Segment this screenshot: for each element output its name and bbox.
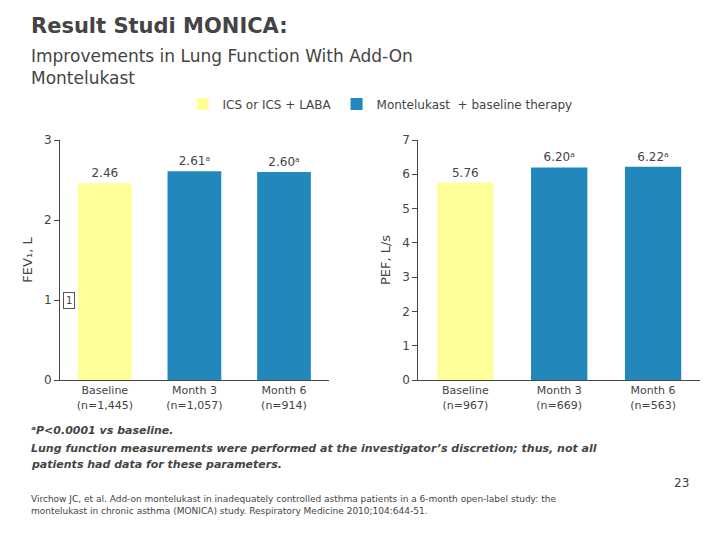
svg-text:0: 0 [402,373,410,387]
svg-text:5: 5 [402,202,410,216]
svg-text:2: 2 [402,305,410,319]
svg-text:3: 3 [402,270,410,284]
svg-text:23: 23 [674,476,689,490]
svg-text:7: 7 [402,133,410,147]
svg-text:1: 1 [66,295,72,306]
svg-text:patients had data for these pa: patients had data for these parameters. [31,458,282,471]
svg-text:2.46: 2.46 [91,166,118,180]
svg-text:Virchow JC, et al. Add-on mont: Virchow JC, et al. Add-on montelukast in… [31,494,556,516]
svg-text:Month 3(n=1,057): Month 3(n=1,057) [166,384,222,411]
svg-text:Montelukast + baseline therap: Montelukast + baseline therapy [377,98,573,112]
svg-text:6.20ᵃ: 6.20ᵃ [543,150,574,164]
svg-text:Month 6(n=563): Month 6(n=563) [630,384,676,411]
svg-text:2.61ᵃ: 2.61ᵃ [179,154,210,168]
svg-text:4: 4 [402,236,410,250]
svg-text:6: 6 [402,167,410,181]
svg-text:Baseline(n=1,445): Baseline(n=1,445) [77,384,133,411]
svg-text:2: 2 [44,213,52,227]
svg-text:Improvements in Lung Function: Improvements in Lung Function With Add-O… [31,46,413,88]
svg-text:ICS or ICS + LABA: ICS or ICS + LABA [223,98,332,112]
svg-text:FEV₁, L: FEV₁, L [20,237,35,283]
svg-text:2.60ᵃ: 2.60ᵃ [268,155,299,169]
svg-text:Month 6(n=914): Month 6(n=914) [261,384,307,411]
svg-text:0: 0 [44,373,52,387]
svg-text:ᵃP<0.0001 vs baseline.: ᵃP<0.0001 vs baseline. [31,424,173,437]
svg-text:1: 1 [402,339,410,353]
svg-text:3: 3 [44,133,52,147]
svg-text:PEF, L/s: PEF, L/s [378,235,393,285]
svg-text:Lung function measurements wer: Lung function measurements were performe… [31,442,597,455]
svg-text:Month 3(n=669): Month 3(n=669) [536,384,582,411]
svg-text:6.22ᵃ: 6.22ᵃ [637,150,668,164]
svg-text:Result Studi MONICA:: Result Studi MONICA: [31,14,288,38]
svg-text:5.76: 5.76 [452,166,479,180]
svg-text:Baseline(n=967): Baseline(n=967) [442,384,489,411]
svg-text:1: 1 [44,293,52,307]
